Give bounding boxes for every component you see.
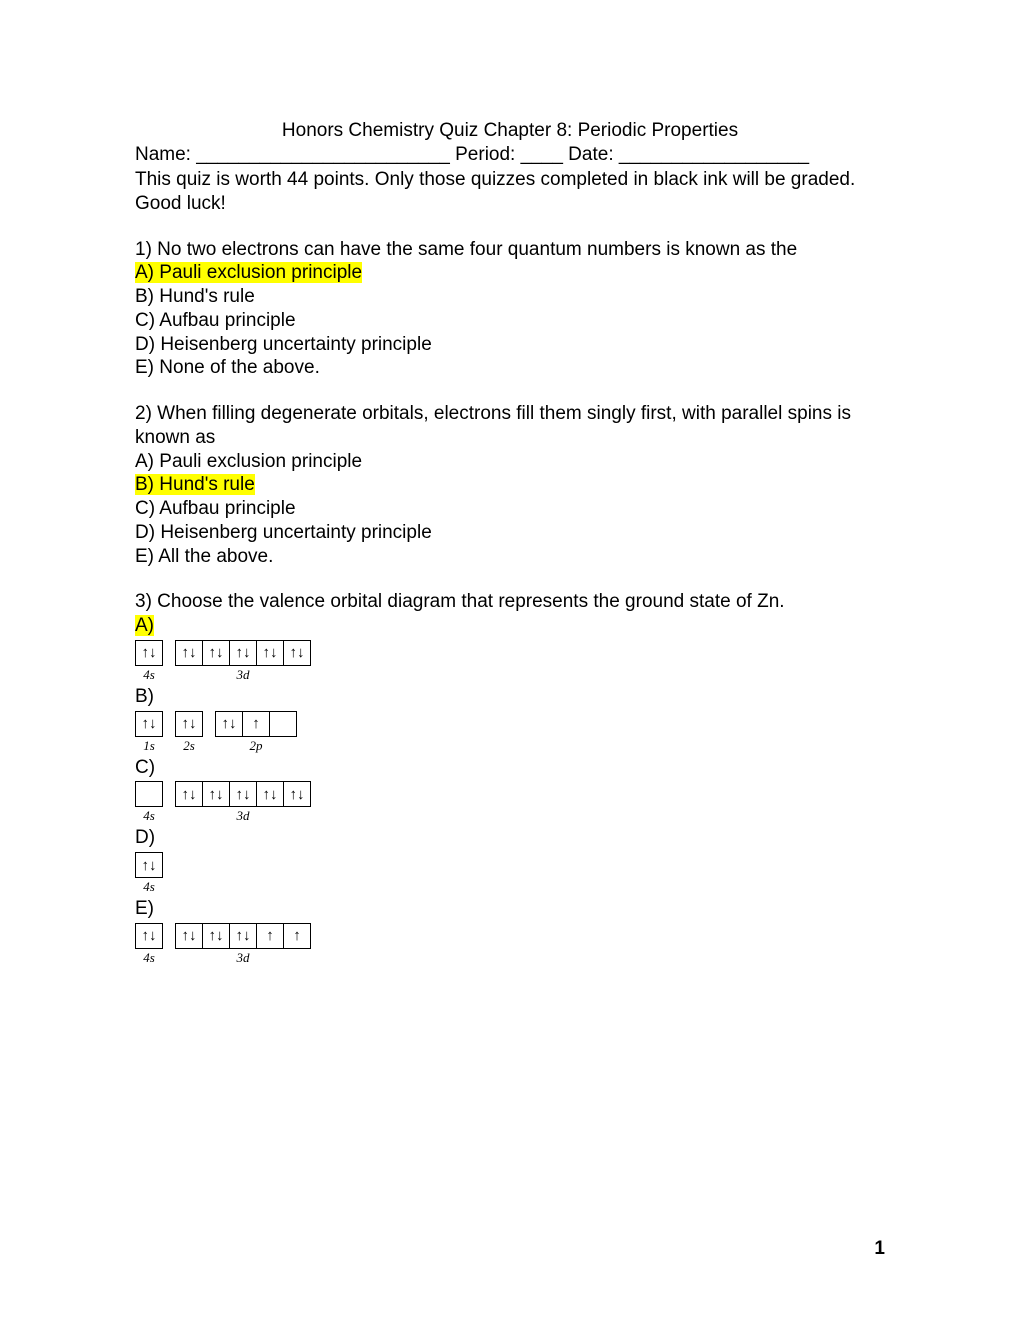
quiz-title: Honors Chemistry Quiz Chapter 8: Periodi…	[135, 120, 885, 142]
q3-option-a: A)	[135, 614, 885, 638]
orbital-box: ↑	[256, 923, 284, 949]
orbital-label: 4s	[143, 667, 155, 683]
q3-diagram-c: 4s↑↓↑↓↑↓↑↓↑↓3d	[135, 781, 885, 824]
orbital-box: ↑↓	[215, 711, 243, 737]
orbital-boxes: ↑↓	[135, 711, 163, 737]
orbital-box: ↑↓	[135, 640, 163, 666]
orbital-group: ↑↓1s	[135, 711, 163, 754]
q2-option-e: E) All the above.	[135, 545, 885, 569]
orbital-box: ↑↓	[135, 923, 163, 949]
orbital-group: ↑↓↑↓↑↓↑↓↑↓3d	[175, 781, 311, 824]
q3-a-highlighted: A)	[135, 615, 154, 636]
q1-a-highlighted: A) Pauli exclusion principle	[135, 262, 362, 283]
q1-option-d: D) Heisenberg uncertainty principle	[135, 333, 885, 357]
orbital-group: ↑↓2s	[175, 711, 203, 754]
orbital-box: ↑↓	[202, 640, 230, 666]
q3-option-b: B)	[135, 685, 885, 709]
period-blank: ____	[521, 144, 563, 165]
q2-text: 2) When filling degenerate orbitals, ele…	[135, 402, 885, 450]
orbital-box: ↑↓	[229, 640, 257, 666]
orbital-group: ↑↓↑↓↑↓↑↓↑↓3d	[175, 640, 311, 683]
q1-option-a: A) Pauli exclusion principle	[135, 261, 885, 285]
question-3: 3) Choose the valence orbital diagram th…	[135, 590, 885, 966]
orbital-label: 1s	[143, 738, 155, 754]
header-fields: Name: ________________________ Period: _…	[135, 144, 885, 166]
orbital-box: ↑↓	[229, 781, 257, 807]
orbital-box: ↑↓	[256, 781, 284, 807]
orbital-box: ↑↓	[283, 640, 311, 666]
orbital-label: 3d	[237, 950, 250, 966]
orbital-box: ↑↓	[135, 711, 163, 737]
q2-option-b: B) Hund's rule	[135, 473, 885, 497]
orbital-box: ↑↓	[135, 852, 163, 878]
orbital-label: 4s	[143, 879, 155, 895]
orbital-box	[135, 781, 163, 807]
orbital-boxes: ↑↓	[135, 640, 163, 666]
orbital-label: 2p	[250, 738, 263, 754]
orbital-box: ↑↓	[256, 640, 284, 666]
orbital-boxes: ↑↓	[135, 923, 163, 949]
orbital-group: ↑↓4s	[135, 640, 163, 683]
question-2: 2) When filling degenerate orbitals, ele…	[135, 402, 885, 568]
date-blank: __________________	[619, 144, 809, 165]
orbital-label: 3d	[237, 667, 250, 683]
orbital-group: ↑↓↑2p	[215, 711, 297, 754]
orbital-boxes: ↑↓	[135, 852, 163, 878]
q1-option-b: B) Hund's rule	[135, 285, 885, 309]
orbital-boxes: ↑↓↑↓↑↓↑↓↑↓	[175, 640, 311, 666]
orbital-box: ↑↓	[175, 711, 203, 737]
period-label: Period:	[450, 144, 521, 165]
q3-diagram-b: ↑↓1s↑↓2s↑↓↑2p	[135, 711, 885, 754]
orbital-box: ↑	[283, 923, 311, 949]
orbital-boxes	[135, 781, 163, 807]
orbital-group: ↑↓4s	[135, 923, 163, 966]
q3-diagram-e: ↑↓4s↑↓↑↓↑↓↑↑3d	[135, 923, 885, 966]
q3-option-e: E)	[135, 897, 885, 921]
name-label: Name:	[135, 144, 196, 165]
orbital-boxes: ↑↓↑↓↑↓↑↑	[175, 923, 311, 949]
orbital-group: ↑↓4s	[135, 852, 163, 895]
orbital-label: 2s	[183, 738, 195, 754]
orbital-box: ↑↓	[175, 781, 203, 807]
orbital-boxes: ↑↓↑	[215, 711, 297, 737]
q2-option-d: D) Heisenberg uncertainty principle	[135, 521, 885, 545]
q2-option-a: A) Pauli exclusion principle	[135, 450, 885, 474]
q2-option-c: C) Aufbau principle	[135, 497, 885, 521]
orbital-box	[269, 711, 297, 737]
orbital-box: ↑↓	[202, 923, 230, 949]
q2-b-highlighted: B) Hund's rule	[135, 474, 255, 495]
instructions-text: This quiz is worth 44 points. Only those…	[135, 168, 885, 216]
orbital-label: 4s	[143, 808, 155, 824]
orbital-box: ↑↓	[175, 923, 203, 949]
q3-option-c: C)	[135, 756, 885, 780]
q3-text: 3) Choose the valence orbital diagram th…	[135, 590, 885, 614]
orbital-box: ↑↓	[175, 640, 203, 666]
orbital-label: 3d	[237, 808, 250, 824]
date-label: Date:	[563, 144, 619, 165]
orbital-boxes: ↑↓	[175, 711, 203, 737]
q1-text: 1) No two electrons can have the same fo…	[135, 238, 885, 262]
orbital-box: ↑↓	[229, 923, 257, 949]
orbital-boxes: ↑↓↑↓↑↓↑↓↑↓	[175, 781, 311, 807]
orbital-group: ↑↓↑↓↑↓↑↑3d	[175, 923, 311, 966]
question-1: 1) No two electrons can have the same fo…	[135, 238, 885, 381]
orbital-label: 4s	[143, 950, 155, 966]
name-blank: ________________________	[196, 144, 450, 165]
orbital-box: ↑↓	[283, 781, 311, 807]
page-content: Honors Chemistry Quiz Chapter 8: Periodi…	[0, 0, 1020, 1048]
orbital-box: ↑	[242, 711, 270, 737]
q3-diagram-d: ↑↓4s	[135, 852, 885, 895]
orbital-group: 4s	[135, 781, 163, 824]
q1-option-c: C) Aufbau principle	[135, 309, 885, 333]
q1-option-e: E) None of the above.	[135, 356, 885, 380]
q3-diagram-a: ↑↓4s↑↓↑↓↑↓↑↓↑↓3d	[135, 640, 885, 683]
orbital-box: ↑↓	[202, 781, 230, 807]
q3-option-d: D)	[135, 826, 885, 850]
page-number: 1	[874, 1238, 885, 1260]
